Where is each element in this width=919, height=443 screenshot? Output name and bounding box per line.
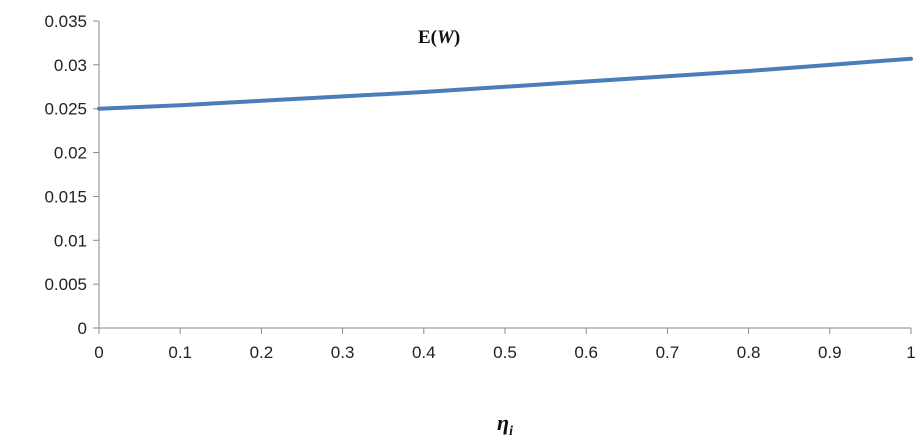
x-tick-label: 0.9	[818, 343, 842, 362]
y-axis-ticks: 0 0.005 0.01 0.015 0.02 0.025 0.03 0.035	[44, 12, 99, 338]
series-line	[97, 56, 913, 111]
x-axis-title-subscript: i	[509, 424, 513, 439]
x-tick-label: 0.7	[656, 343, 680, 362]
y-tick-label: 0.01	[54, 231, 87, 250]
y-tick-label: 0.015	[44, 187, 87, 206]
x-tick-label: 0.8	[737, 343, 761, 362]
x-axis-title-symbol: η	[497, 410, 509, 435]
x-axis-ticks: 0 0.1 0.2 0.3 0.4 0.5 0.6 0.7 0.8 0.9 1	[94, 328, 916, 362]
series-label-text: E(	[418, 27, 437, 48]
y-tick-label: 0.005	[44, 275, 87, 294]
series-label: E(W)	[418, 27, 460, 48]
x-tick-label: 0.4	[412, 343, 436, 362]
x-tick-label: 0.6	[574, 343, 598, 362]
x-tick-label: 0.3	[331, 343, 355, 362]
y-tick-label: 0.02	[54, 144, 87, 163]
x-tick-label: 0	[94, 343, 103, 362]
y-tick-label: 0.035	[44, 12, 87, 31]
y-tick-label: 0	[78, 319, 87, 338]
series-label-var: W	[437, 27, 455, 48]
y-tick-label: 0.025	[44, 100, 87, 119]
series-label-close: )	[454, 27, 460, 48]
y-tick-label: 0.03	[54, 56, 87, 75]
x-tick-label: 0.5	[493, 343, 517, 362]
x-tick-label: 1	[906, 343, 915, 362]
x-axis-title: ηi	[497, 410, 513, 439]
x-tick-label: 0.2	[250, 343, 274, 362]
x-tick-label: 0.1	[168, 343, 192, 362]
